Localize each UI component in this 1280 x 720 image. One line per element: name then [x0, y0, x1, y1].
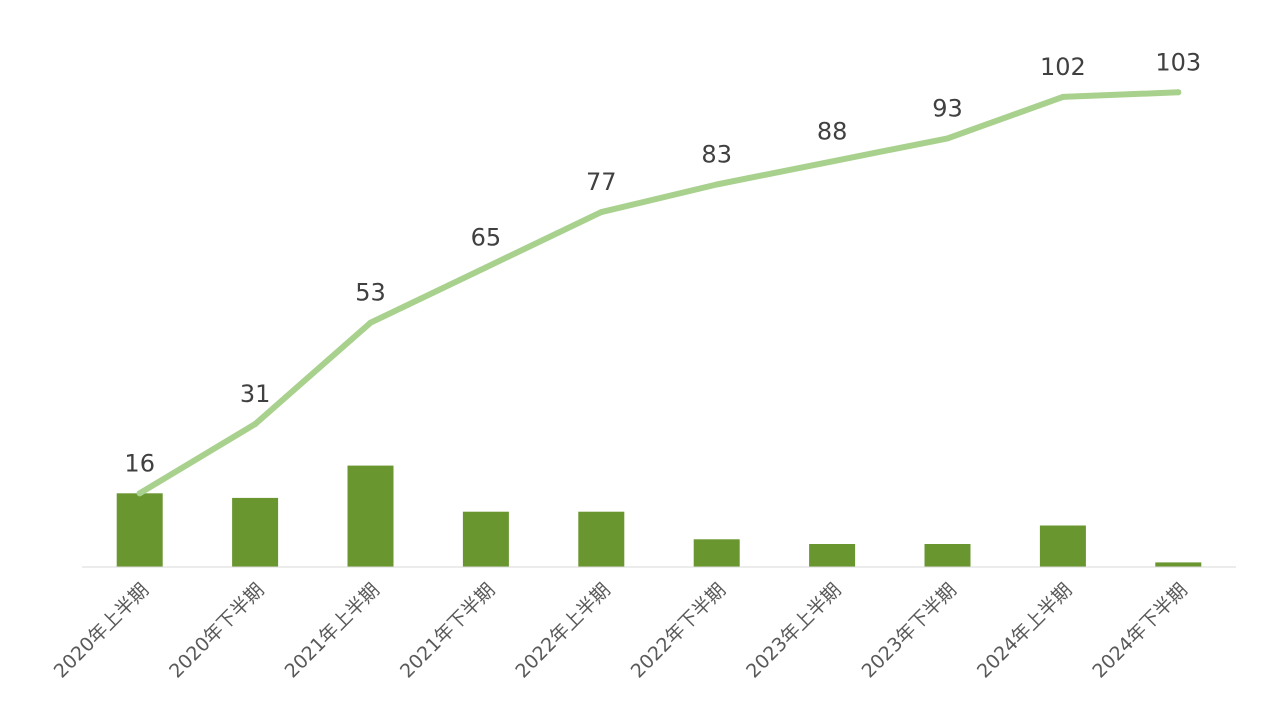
line-point-8	[1059, 93, 1066, 100]
data-label-3: 65	[471, 223, 502, 251]
line-point-0	[136, 490, 143, 497]
bar-3	[462, 511, 509, 567]
line-point-5	[713, 181, 720, 188]
bar-4	[578, 511, 625, 567]
data-label-0: 16	[124, 449, 155, 477]
bar-series	[116, 465, 1202, 567]
bar-1	[232, 497, 279, 567]
x-tick-label-7: 2023年下半期	[858, 579, 961, 682]
line-point-1	[252, 421, 259, 428]
bar-7	[924, 544, 971, 567]
x-tick-label-1: 2020年下半期	[165, 579, 268, 682]
data-label-2: 53	[355, 279, 386, 307]
data-label-8: 102	[1040, 53, 1086, 81]
line-point-9	[1175, 89, 1182, 96]
line-point-2	[367, 319, 374, 326]
bar-6	[809, 544, 856, 567]
data-label-9: 103	[1155, 48, 1201, 76]
x-tick-label-4: 2022年上半期	[511, 579, 614, 682]
bar-2	[347, 465, 394, 567]
cumulative-line	[136, 89, 1182, 497]
data-label-4: 77	[586, 168, 617, 196]
bar-8	[1039, 525, 1086, 567]
data-label-5: 83	[701, 141, 732, 169]
line-point-6	[829, 158, 836, 165]
bar-0	[116, 493, 163, 567]
x-tick-label-2: 2021年上半期	[281, 579, 384, 682]
x-tick-label-3: 2021年下半期	[396, 579, 499, 682]
x-tick-label-8: 2024年上半期	[973, 579, 1076, 682]
data-labels: 16 31 53 65 77 83 88 93 102 103	[124, 48, 1201, 477]
bar-9	[1155, 562, 1202, 567]
line-point-4	[598, 209, 605, 216]
line-series	[136, 89, 1182, 497]
x-tick-label-9: 2024年下半期	[1088, 579, 1191, 682]
x-tick-label-0: 2020年上半期	[50, 579, 153, 682]
data-label-1: 31	[240, 380, 271, 408]
x-axis-tick-labels: 2020年上半期 2020年下半期 2021年上半期 2021年下半期 2022年上半期…	[50, 579, 1192, 682]
line-point-3	[482, 264, 489, 271]
data-label-7: 93	[932, 94, 963, 122]
bar-5	[693, 539, 740, 567]
line-point-7	[944, 135, 951, 142]
data-label-6: 88	[817, 117, 848, 145]
x-tick-label-6: 2023年上半期	[742, 579, 845, 682]
x-tick-label-5: 2022年下半期	[627, 579, 730, 682]
